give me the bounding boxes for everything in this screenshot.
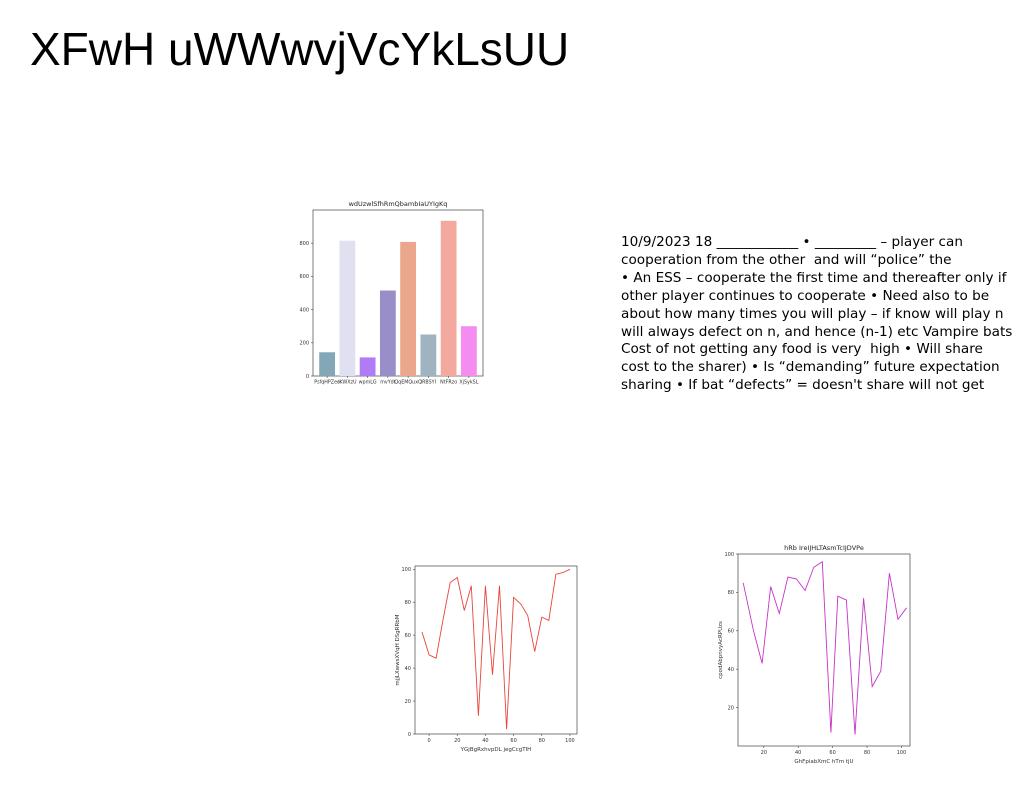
bar [400, 241, 417, 376]
x-tick-label: 20 [454, 738, 460, 744]
x-tick-label: 80 [864, 750, 870, 756]
x-tick-label: wpmLG [359, 380, 377, 386]
y-tick-label: 60 [405, 633, 411, 639]
y-axis-label: cpodAbpnvyAcRPUzs [718, 621, 724, 679]
plot-frame [737, 553, 911, 747]
y-tick-label: 100 [401, 567, 411, 573]
x-tick-label: 40 [795, 750, 801, 756]
body-line: sharing • If bat “defects” = doesn't sha… [621, 377, 985, 394]
y-tick-label: 800 [299, 241, 309, 247]
y-tick-label: 40 [405, 666, 411, 672]
bar [359, 357, 376, 376]
bar [460, 326, 477, 376]
x-tick-label: XjSykSL [459, 380, 478, 386]
x-tick-label: NtFRzo [440, 380, 457, 386]
x-tick-label: lKWXzU [338, 380, 357, 386]
y-tick-label: 100 [724, 552, 734, 558]
series-line [742, 560, 907, 735]
body-line: other player continues to cooperate • Ne… [621, 287, 990, 304]
slide-title: XFwH uWWwvjVcYkLsUU [30, 23, 570, 75]
x-tick-label: QqEMQuxQ [394, 380, 422, 386]
y-tick-label: 80 [728, 590, 734, 596]
bar [339, 240, 356, 376]
line-chart-red: 0 20 40 60 80 100 0 20 40 60 80 100 YGjBgRxhvpDL jeg… [395, 565, 578, 753]
x-tick-label: 0 [427, 738, 430, 744]
y-tick-label: 0 [306, 374, 309, 380]
y-tick-label: 200 [299, 341, 309, 347]
y-tick-label: 400 [299, 307, 309, 313]
x-tick-label: lRBSYI [421, 380, 436, 386]
y-tick-label: 40 [728, 667, 734, 673]
bar [319, 352, 336, 376]
y-tick-label: 600 [299, 274, 309, 280]
bar [440, 220, 457, 376]
x-axis-label: YGjBgRxhvpDL jegCcgTIH [460, 747, 532, 753]
y-tick-label: 80 [405, 600, 411, 606]
y-tick-label: 20 [728, 705, 734, 711]
x-tick-label: 80 [539, 738, 545, 744]
x-tick-label: mvYdt [380, 380, 395, 386]
chart-title: wdUzwlSfhRmQbambIaUYIgKq [349, 200, 448, 208]
plot-frame [414, 565, 578, 735]
body-line: about how many times you will play – if … [621, 305, 1004, 322]
line-chart-magenta: hRb IreIJHLTAsmTcIJDVPe 20 40 60 80 100 20 40 60… [718, 544, 911, 765]
x-tick-label: 40 [482, 738, 488, 744]
body-line: • An ESS – cooperate the first time and … [621, 269, 1007, 286]
x-tick-label: 60 [829, 750, 835, 756]
x-tick-label: 100 [565, 738, 575, 744]
body-line: will always defect on n, and hence (n-1)… [621, 323, 1013, 340]
bar [379, 290, 396, 376]
body-text: 10/9/2023 18 ____________ • _________ – … [621, 234, 1024, 395]
bar [420, 334, 437, 376]
x-tick-label: 100 [897, 750, 907, 756]
chart-title: hRb IreIJHLTAsmTcIJDVPe [784, 544, 864, 552]
y-tick-label: 20 [405, 699, 411, 705]
plot-frame [312, 209, 484, 377]
body-line: cost to the sharer) • Is “demanding” fut… [621, 359, 1000, 376]
y-tick-label: 0 [408, 732, 411, 738]
x-tick-label: 60 [510, 738, 516, 744]
x-tick-label: 20 [761, 750, 767, 756]
x-tick-label: PsfqHPZeo [314, 380, 340, 386]
y-axis-label: mjjLXwwsXVqH DSgRRbM [395, 614, 401, 685]
body-line: 10/9/2023 18 ____________ • _________ – … [621, 234, 963, 250]
bar-chart: wdUzwlSfhRmQbambIaUYIgKq 0 200 400 600 800 Psf… [299, 200, 484, 386]
body-line: cooperation from the other and will “pol… [621, 251, 952, 268]
x-axis-label: GhFpiabXmC hTm tjU [794, 759, 853, 765]
y-tick-label: 60 [728, 629, 734, 635]
series-line [421, 568, 571, 730]
body-line: Cost of not getting any food is very hig… [621, 341, 983, 358]
